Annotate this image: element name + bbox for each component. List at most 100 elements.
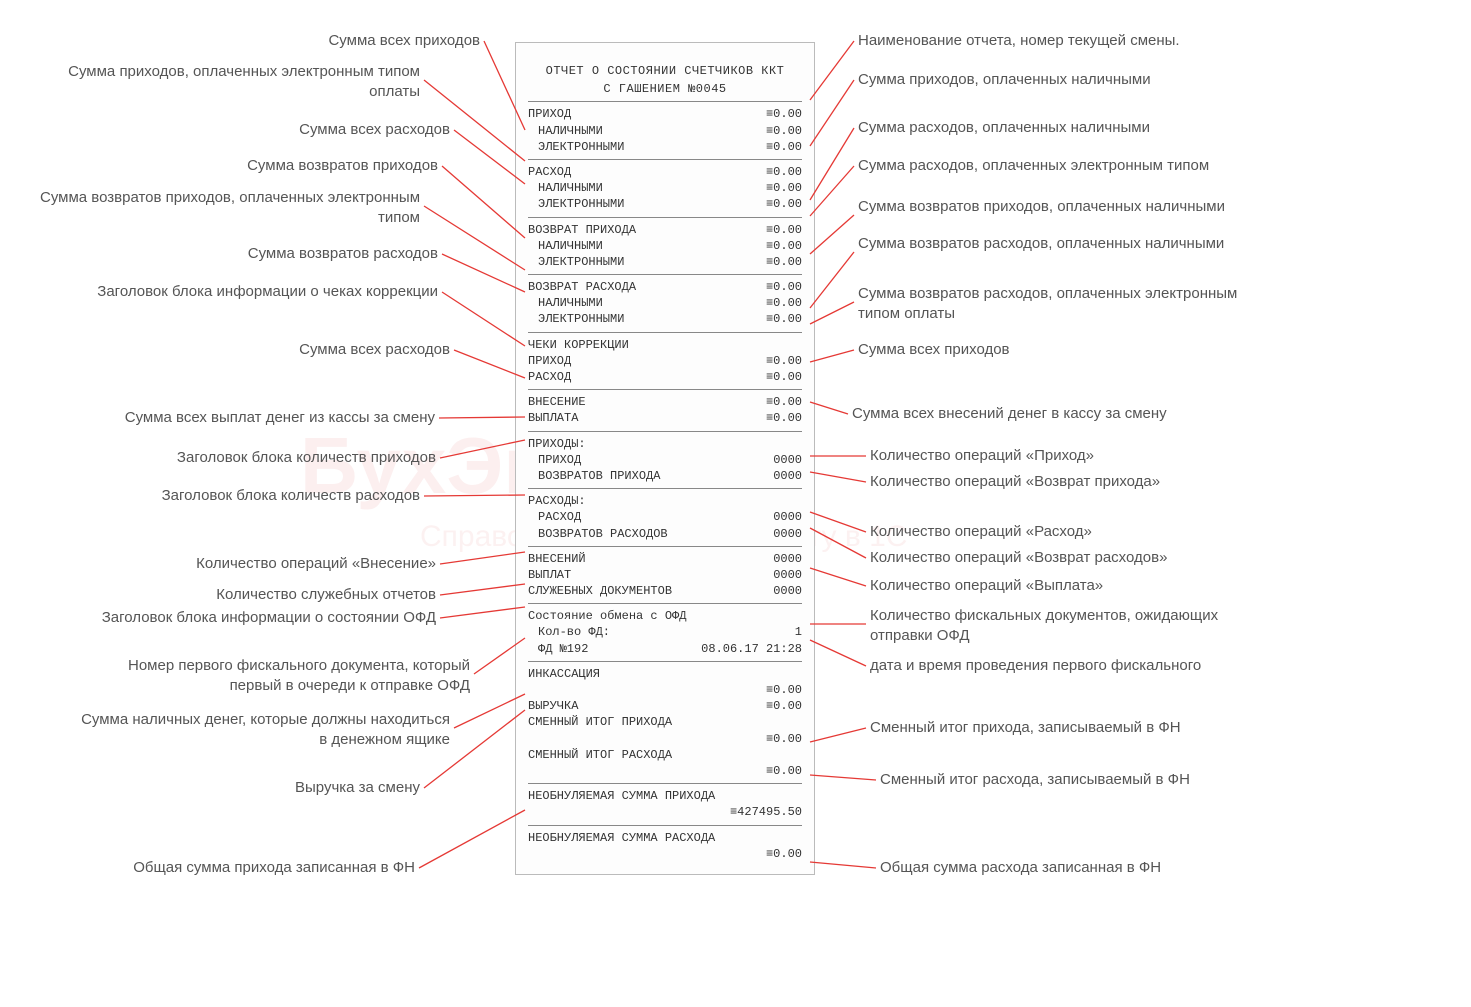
- receipt-value: ≡0.00: [766, 353, 802, 369]
- annotation-left: Общая сумма прихода записанная в ФН: [133, 858, 415, 878]
- receipt-value: ≡0.00: [766, 311, 802, 327]
- annotation-left: Сумма наличных денег, которые должны нах…: [70, 710, 450, 749]
- receipt-label: ЭЛЕКТРОННЫМИ: [538, 139, 624, 155]
- receipt-label: СЛУЖЕБНЫХ ДОКУМЕНТОВ: [528, 583, 672, 599]
- annotation-right: Количество операций «Выплата»: [870, 576, 1103, 596]
- receipt-value: ≡0.00: [766, 222, 802, 238]
- annotation-left: Сумма всех расходов: [299, 340, 450, 360]
- receipt-label: ПРИХОДЫ:: [528, 436, 586, 452]
- receipt-value: ≡0.00: [766, 254, 802, 270]
- receipt-label: СМЕННЫЙ ИТОГ ПРИХОДА: [528, 714, 672, 730]
- receipt-value: 0000: [773, 452, 802, 468]
- annotation-right: Количество операций «Приход»: [870, 446, 1094, 466]
- annotation-right: Количество операций «Возврат прихода»: [870, 472, 1160, 492]
- receipt-title-1: ОТЧЕТ О СОСТОЯНИИ СЧЕТЧИКОВ ККТ: [528, 63, 802, 79]
- receipt-value: ≡0.00: [766, 369, 802, 385]
- receipt-label: ВНЕСЕНИЕ: [528, 394, 586, 410]
- annotation-left: Сумма возвратов расходов: [248, 244, 438, 264]
- receipt-value: ≡0.00: [766, 139, 802, 155]
- annotation-left: Сумма всех приходов: [328, 31, 480, 51]
- receipt-label: НЕОБНУЛЯЕМАЯ СУММА РАСХОДА: [528, 830, 715, 846]
- receipt-value: ≡0.00: [766, 106, 802, 122]
- annotation-left: Сумма возвратов приходов: [247, 156, 438, 176]
- annotation-right: Сумма всех внесений денег в кассу за сме…: [852, 404, 1167, 424]
- receipt-value: ≡0.00: [766, 196, 802, 212]
- receipt-value: ≡0.00: [766, 123, 802, 139]
- receipt-label: РАСХОД: [528, 164, 571, 180]
- receipt-value: ≡0.00: [766, 394, 802, 410]
- annotation-right: Количество операций «Возврат расходов»: [870, 548, 1167, 568]
- annotation-right: Общая сумма расхода записанная в ФН: [880, 858, 1161, 878]
- annotation-right: Сумма возвратов приходов, оплаченных нал…: [858, 197, 1225, 217]
- receipt-label: НАЛИЧНЫМИ: [538, 238, 603, 254]
- receipt-label: Состояние обмена с ОФД: [528, 608, 686, 624]
- annotation-right: Сумма расходов, оплаченных наличными: [858, 118, 1150, 138]
- receipt-value: ≡0.00: [766, 238, 802, 254]
- receipt-label: ПРИХОД: [528, 106, 571, 122]
- receipt-value: ≡0.00: [766, 164, 802, 180]
- receipt: ОТЧЕТ О СОСТОЯНИИ СЧЕТЧИКОВ ККТ С ГАШЕНИ…: [515, 42, 815, 875]
- annotation-left: Сумма всех расходов: [299, 120, 450, 140]
- annotation-right: Количество операций «Расход»: [870, 522, 1092, 542]
- receipt-label: ЭЛЕКТРОННЫМИ: [538, 311, 624, 327]
- annotation-right: дата и время проведения первого фискальн…: [870, 656, 1201, 676]
- annotation-right: Наименование отчета, номер текущей смены…: [858, 31, 1180, 51]
- annotation-left: Номер первого фискального документа, кот…: [90, 656, 470, 695]
- receipt-label: НАЛИЧНЫМИ: [538, 180, 603, 196]
- annotation-left: Сумма всех выплат денег из кассы за смен…: [125, 408, 435, 428]
- receipt-label: ПРИХОД: [528, 353, 571, 369]
- receipt-label: ВОЗВРАТОВ ПРИХОДА: [538, 468, 660, 484]
- receipt-label: ПРИХОД: [538, 452, 581, 468]
- receipt-label: ВОЗВРАТ ПРИХОДА: [528, 222, 636, 238]
- annotation-left: Заголовок блока информации о чеках корре…: [97, 282, 438, 302]
- receipt-value: 0000: [773, 468, 802, 484]
- annotation-right: Сменный итог прихода, записываемый в ФН: [870, 718, 1181, 738]
- receipt-value: 1: [795, 624, 802, 640]
- receipt-label: РАСХОДЫ:: [528, 493, 586, 509]
- annotation-left: Заголовок блока информации о состоянии О…: [102, 608, 436, 628]
- receipt-value: 0000: [773, 551, 802, 567]
- annotation-left: Выручка за смену: [295, 778, 420, 798]
- annotation-right: Количество фискальных документов, ожидаю…: [870, 606, 1250, 645]
- receipt-value: ≡0.00: [766, 180, 802, 196]
- annotation-right: Сумма всех приходов: [858, 340, 1010, 360]
- receipt-label: ВЫРУЧКА: [528, 698, 578, 714]
- annotation-left: Заголовок блока количеств приходов: [177, 448, 436, 468]
- receipt-label: НЕОБНУЛЯЕМАЯ СУММА ПРИХОДА: [528, 788, 715, 804]
- receipt-value: ≡0.00: [766, 295, 802, 311]
- annotation-right: Сумма возвратов расходов, оплаченных нал…: [858, 234, 1224, 254]
- receipt-value: ≡0.00: [766, 698, 802, 714]
- receipt-value: ≡0.00: [766, 279, 802, 295]
- receipt-value: 0000: [773, 583, 802, 599]
- receipt-value: 0000: [773, 567, 802, 583]
- annotation-right: Сменный итог расхода, записываемый в ФН: [880, 770, 1190, 790]
- receipt-label: РАСХОД: [528, 369, 571, 385]
- receipt-label: РАСХОД: [538, 509, 581, 525]
- receipt-label: ВОЗВРАТ РАСХОДА: [528, 279, 636, 295]
- annotation-right: Сумма расходов, оплаченных электронным т…: [858, 156, 1209, 176]
- receipt-label: ЧЕКИ КОРРЕКЦИИ: [528, 337, 629, 353]
- annotation-left: Количество операций «Внесение»: [196, 554, 436, 574]
- annotation-left: Количество служебных отчетов: [216, 585, 436, 605]
- annotation-left: Сумма приходов, оплаченных электронным т…: [40, 62, 420, 101]
- receipt-label: НАЛИЧНЫМИ: [538, 123, 603, 139]
- receipt-value: 0000: [773, 526, 802, 542]
- annotation-right: Сумма приходов, оплаченных наличными: [858, 70, 1151, 90]
- receipt-value: 0000: [773, 509, 802, 525]
- receipt-value: ≡0.00: [766, 731, 802, 747]
- receipt-label: ВНЕСЕНИЙ: [528, 551, 586, 567]
- receipt-value: 08.06.17 21:28: [701, 641, 802, 657]
- receipt-label: ВОЗВРАТОВ РАСХОДОВ: [538, 526, 668, 542]
- receipt-value: ≡0.00: [766, 410, 802, 426]
- receipt-label: СМЕННЫЙ ИТОГ РАСХОДА: [528, 747, 672, 763]
- annotation-right: Сумма возвратов расходов, оплаченных эле…: [858, 284, 1238, 323]
- receipt-label: НАЛИЧНЫМИ: [538, 295, 603, 311]
- receipt-value: ≡427495.50: [730, 804, 802, 820]
- receipt-value: ≡0.00: [766, 846, 802, 862]
- receipt-label: ФД №192: [538, 641, 588, 657]
- receipt-value: ≡0.00: [766, 682, 802, 698]
- receipt-title-2: С ГАШЕНИЕМ №0045: [528, 81, 802, 97]
- annotation-left: Заголовок блока количеств расходов: [162, 486, 420, 506]
- receipt-label: ВЫПЛАТА: [528, 410, 578, 426]
- receipt-label: ИНКАССАЦИЯ: [528, 666, 600, 682]
